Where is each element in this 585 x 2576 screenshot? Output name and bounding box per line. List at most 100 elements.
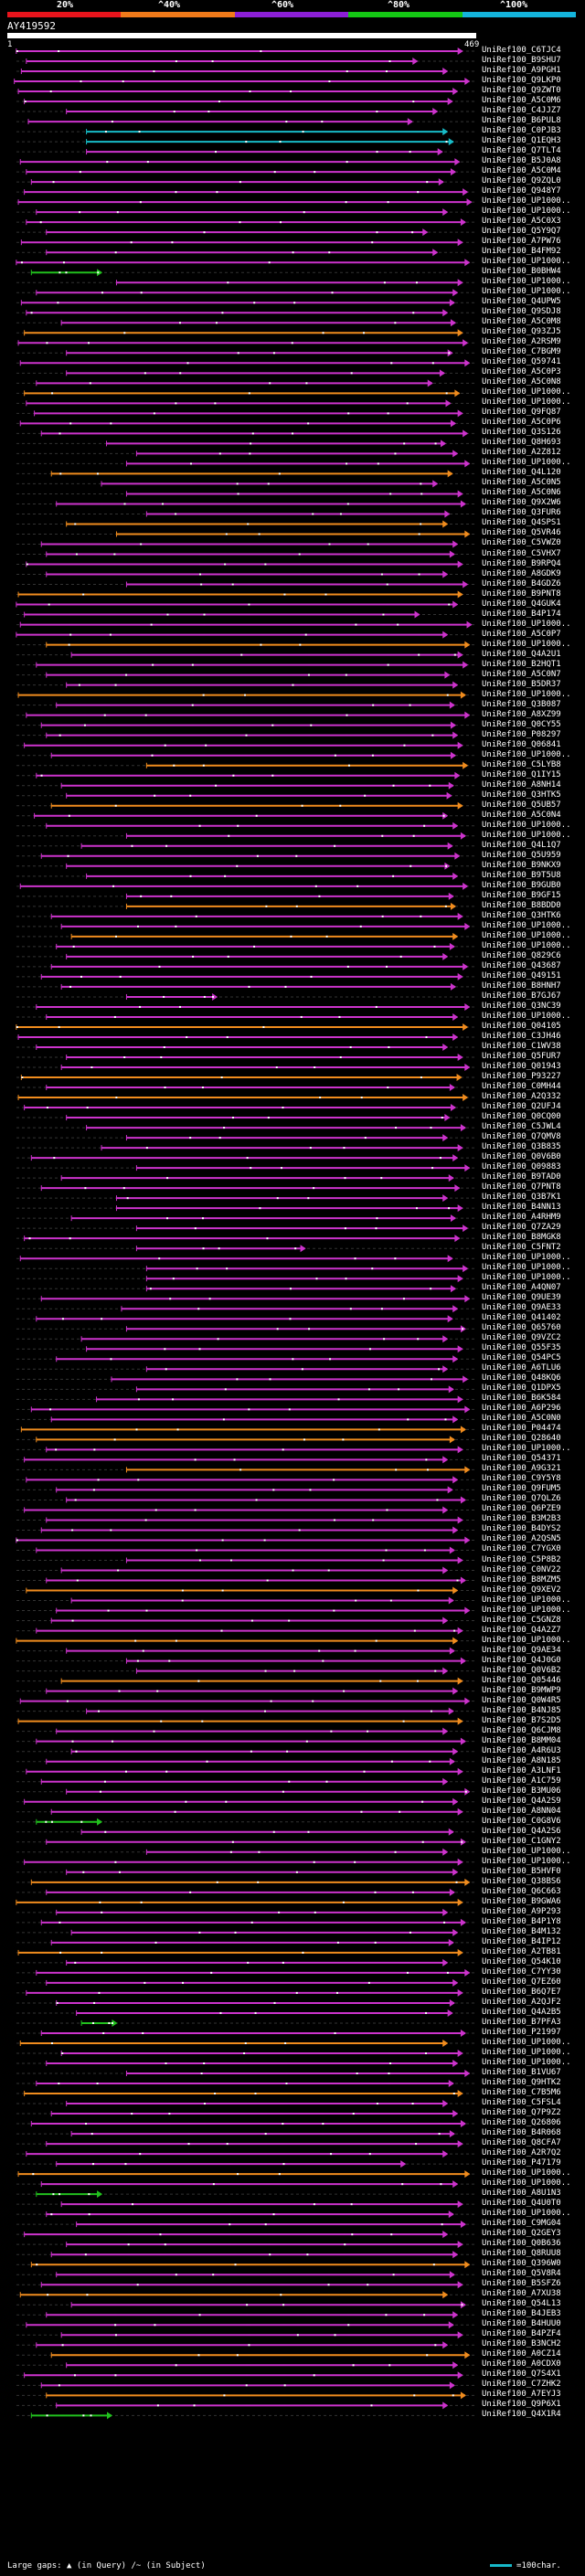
hit-label[interactable]: UniRef100_C5LYB8 xyxy=(482,759,561,769)
hit-label[interactable]: UniRef100_A2RSM9 xyxy=(482,337,561,347)
hit-label[interactable]: UniRef100_B8MZM5 xyxy=(482,1574,561,1585)
hit-row[interactable] xyxy=(16,1526,476,1534)
hit-row[interactable] xyxy=(16,1375,476,1383)
hit-row[interactable] xyxy=(16,1174,476,1182)
hit-row[interactable] xyxy=(16,2080,476,2088)
hit-label[interactable]: UniRef100_A0CDX0 xyxy=(482,2359,561,2369)
hit-row[interactable] xyxy=(16,992,476,1001)
hit-label[interactable]: UniRef100_A6TLU6 xyxy=(482,1363,561,1373)
hit-label[interactable]: UniRef100_Q3B7K1 xyxy=(482,1193,561,1203)
hit-label[interactable]: UniRef100_Q4UPW5 xyxy=(482,297,561,307)
hit-row[interactable] xyxy=(16,862,476,870)
hit-row[interactable] xyxy=(16,701,476,709)
hit-row[interactable] xyxy=(16,440,476,448)
hit-row[interactable] xyxy=(16,1094,476,1102)
hit-label[interactable]: UniRef100_A8NN04 xyxy=(482,1806,561,1816)
hit-label[interactable]: UniRef100_B5SFZ6 xyxy=(482,2279,561,2289)
hit-row[interactable] xyxy=(16,691,476,699)
hit-row[interactable] xyxy=(16,409,476,418)
hit-row[interactable] xyxy=(16,1838,476,1846)
hit-row[interactable] xyxy=(16,2090,476,2098)
hit-label[interactable]: UniRef100_C7B5M6 xyxy=(482,2088,561,2098)
hit-row[interactable] xyxy=(16,1787,476,1796)
hit-label[interactable]: UniRef100_Q05446 xyxy=(482,1675,561,1685)
hit-row[interactable] xyxy=(16,2412,476,2420)
hit-label[interactable]: UniRef100_B0BHW4 xyxy=(482,267,561,277)
hit-row[interactable] xyxy=(16,2180,476,2189)
hit-label[interactable]: UniRef100_A4RHM9 xyxy=(482,1213,561,1223)
hit-row[interactable] xyxy=(16,1064,476,1072)
hit-row[interactable] xyxy=(16,1084,476,1092)
hit-label[interactable]: UniRef100_A5C0P6 xyxy=(482,418,561,428)
hit-label[interactable]: UniRef100_UP1000.. xyxy=(482,1273,571,1283)
hit-label[interactable]: UniRef100_A5C0M4 xyxy=(482,166,561,176)
hit-label[interactable]: UniRef100_Q9P6X1 xyxy=(482,2400,561,2410)
hit-label[interactable]: UniRef100_UP1000.. xyxy=(482,1595,571,1605)
hit-row[interactable] xyxy=(16,550,476,558)
hit-label[interactable]: UniRef100_B9NKX9 xyxy=(482,860,561,870)
hit-label[interactable]: UniRef100_A8U1N3 xyxy=(482,2189,561,2199)
hit-row[interactable] xyxy=(16,570,476,578)
hit-label[interactable]: UniRef100_UP1000.. xyxy=(482,207,571,217)
hit-row[interactable] xyxy=(16,1727,476,1735)
hit-row[interactable] xyxy=(16,902,476,910)
hit-row[interactable] xyxy=(16,1224,476,1233)
hit-row[interactable] xyxy=(16,188,476,196)
hit-row[interactable] xyxy=(16,2261,476,2269)
hit-row[interactable] xyxy=(16,269,476,277)
hit-label[interactable]: UniRef100_UP1000.. xyxy=(482,1856,571,1866)
hit-row[interactable] xyxy=(16,1918,476,1926)
hit-row[interactable] xyxy=(16,2009,476,2017)
hit-label[interactable]: UniRef100_B8BDD0 xyxy=(482,900,561,910)
hit-row[interactable] xyxy=(16,651,476,659)
hit-row[interactable] xyxy=(16,1747,476,1755)
hit-label[interactable]: UniRef100_Q4X1R4 xyxy=(482,2410,561,2420)
hit-label[interactable]: UniRef100_A1C759 xyxy=(482,1776,561,1786)
hit-row[interactable] xyxy=(16,1596,476,1605)
hit-label[interactable]: UniRef100_A9P293 xyxy=(482,1906,561,1916)
hit-label[interactable]: UniRef100_Q49151 xyxy=(482,970,561,981)
hit-row[interactable] xyxy=(16,1988,476,1997)
hit-row[interactable] xyxy=(16,58,476,66)
hit-row[interactable] xyxy=(16,1566,476,1574)
hit-label[interactable]: UniRef100_Q5FUR7 xyxy=(482,1052,561,1061)
hit-label[interactable]: UniRef100_UP1000.. xyxy=(482,830,571,840)
hit-label[interactable]: UniRef100_Q9ZQL0 xyxy=(482,176,561,186)
hit-label[interactable]: UniRef100_Q4A2Z7 xyxy=(482,1625,561,1635)
hit-label[interactable]: UniRef100_C6TJC4 xyxy=(482,46,561,55)
hit-row[interactable] xyxy=(16,249,476,257)
hit-label[interactable]: UniRef100_A5C0N7 xyxy=(482,669,561,679)
hit-label[interactable]: UniRef100_Q0CQ00 xyxy=(482,1112,561,1122)
hit-row[interactable] xyxy=(16,1868,476,1876)
hit-label[interactable]: UniRef100_A8NH14 xyxy=(482,779,561,790)
hit-label[interactable]: UniRef100_B4P174 xyxy=(482,609,561,619)
hit-row[interactable] xyxy=(16,2060,476,2067)
hit-row[interactable] xyxy=(16,641,476,649)
hit-row[interactable] xyxy=(16,68,476,76)
hit-row[interactable] xyxy=(16,148,476,156)
hit-label[interactable]: UniRef100_Q7PNT8 xyxy=(482,1182,561,1193)
hit-row[interactable] xyxy=(16,1365,476,1373)
hit-label[interactable]: UniRef100_A7EYJ3 xyxy=(482,2390,561,2400)
hit-row[interactable] xyxy=(16,580,476,588)
hit-row[interactable] xyxy=(16,1858,476,1866)
hit-label[interactable]: UniRef100_B7S2D5 xyxy=(482,1715,561,1725)
hit-row[interactable] xyxy=(16,1134,476,1142)
hit-label[interactable]: UniRef100_P47179 xyxy=(482,2158,561,2168)
hit-label[interactable]: UniRef100_B7PFA3 xyxy=(482,2017,561,2027)
hit-row[interactable] xyxy=(16,2381,476,2390)
hit-row[interactable] xyxy=(16,1214,476,1223)
hit-row[interactable] xyxy=(16,1707,476,1715)
hit-row[interactable] xyxy=(16,118,476,126)
hit-label[interactable]: UniRef100_Q3NC39 xyxy=(482,1001,561,1011)
hit-label[interactable]: UniRef100_UP1000.. xyxy=(482,2168,571,2178)
hit-label[interactable]: UniRef100_Q5UB57 xyxy=(482,800,561,810)
hit-row[interactable] xyxy=(16,1023,476,1031)
hit-label[interactable]: UniRef100_B5J0A8 xyxy=(482,156,561,166)
hit-row[interactable] xyxy=(16,289,476,297)
hit-row[interactable] xyxy=(16,882,476,890)
hit-row[interactable] xyxy=(16,490,476,498)
hit-row[interactable] xyxy=(16,88,476,96)
hit-row[interactable] xyxy=(16,1325,476,1333)
hit-label[interactable]: UniRef100_Q43687 xyxy=(482,960,561,970)
